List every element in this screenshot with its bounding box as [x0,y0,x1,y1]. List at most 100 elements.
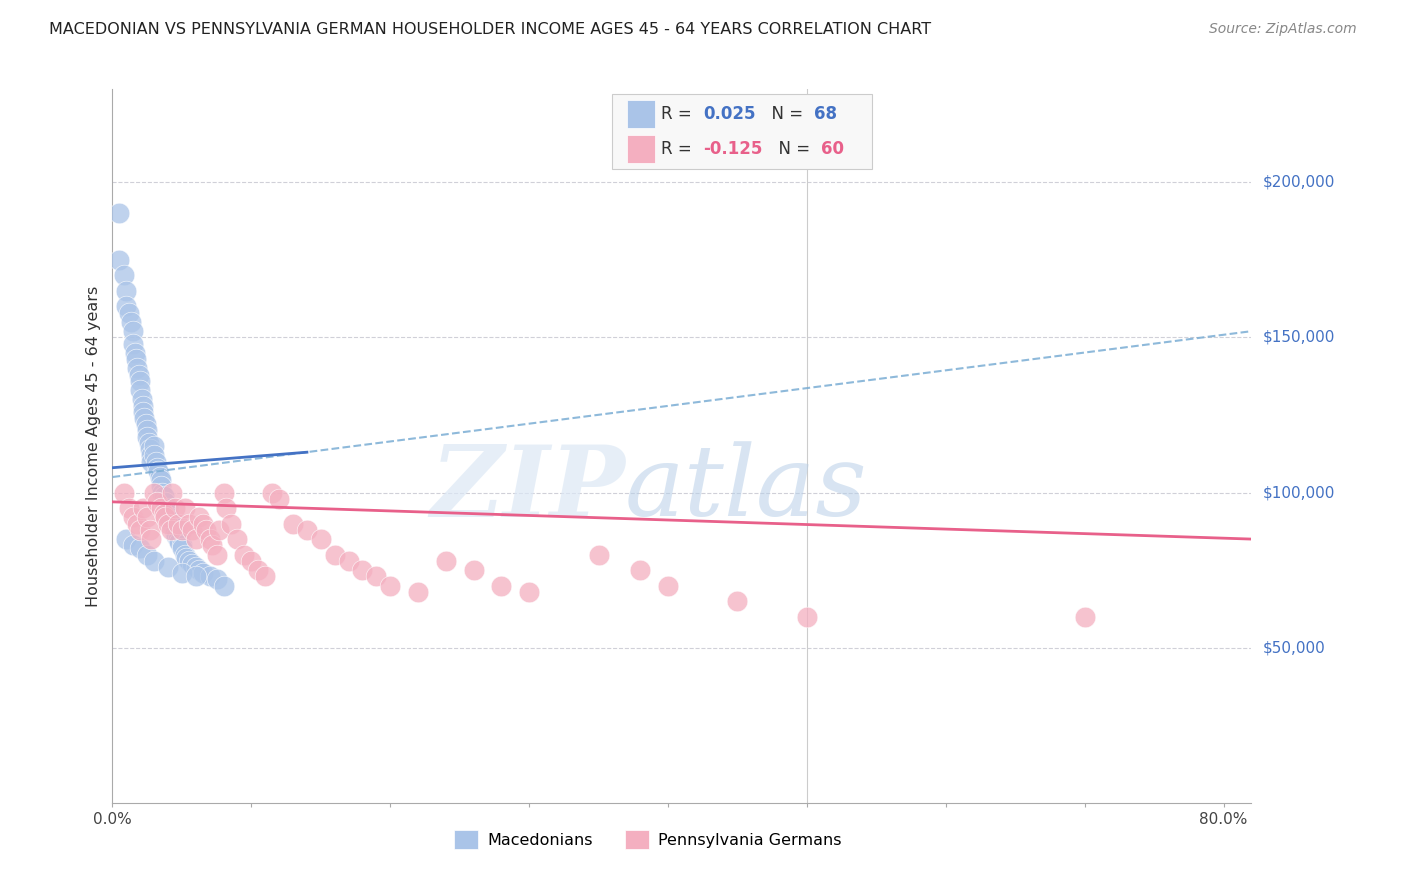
Point [157,508,180,522]
Point [588,548,610,562]
Point [146,495,169,509]
Point [323,548,346,562]
Point [129,541,152,556]
Point [155,510,177,524]
Point [205,573,228,587]
Text: Source: ZipAtlas.com: Source: ZipAtlas.com [1209,22,1357,37]
Point [352,563,374,577]
Point [194,523,217,537]
Point [127,361,149,376]
Point [141,532,163,546]
Text: ZIP: ZIP [430,441,624,537]
Point [337,554,360,568]
Point [628,563,651,577]
Point [262,485,284,500]
Point [657,579,679,593]
Point [139,442,162,456]
Point [138,436,160,450]
Text: atlas: atlas [624,442,868,536]
Point [366,569,388,583]
Point [157,501,180,516]
Text: $50,000: $50,000 [1263,640,1326,655]
Text: R =: R = [661,105,697,123]
Point [148,464,170,478]
Point [191,516,214,531]
Point [796,609,818,624]
Point [160,485,183,500]
Point [150,501,173,516]
Point [141,448,163,462]
Point [434,554,457,568]
Point [160,516,183,531]
Text: 60: 60 [821,140,844,158]
Point [124,346,146,360]
Point [170,538,193,552]
Point [187,510,209,524]
Point [247,563,270,577]
Point [150,473,173,487]
Point [132,399,155,413]
Point [269,491,291,506]
Point [170,541,193,556]
Point [132,501,155,516]
Point [134,411,156,425]
Point [295,523,318,537]
Point [162,519,184,533]
Point [115,284,138,298]
Point [132,405,155,419]
Point [118,305,141,319]
Point [122,336,145,351]
Point [159,513,181,527]
Point [406,584,429,599]
Point [380,579,402,593]
Point [215,501,238,516]
Legend: Macedonians, Pennsylvania Germans: Macedonians, Pennsylvania Germans [447,823,848,855]
Point [184,532,207,546]
Point [201,538,224,552]
Point [198,569,221,583]
Point [122,510,145,524]
Text: R =: R = [661,140,697,158]
Point [174,550,197,565]
Text: 0.025: 0.025 [703,105,755,123]
Point [129,523,152,537]
Point [159,510,180,524]
Text: N =: N = [761,105,808,123]
Point [145,454,167,468]
Point [129,383,152,397]
Point [208,523,231,537]
Point [129,374,152,388]
Point [153,508,176,522]
Point [118,501,141,516]
Point [173,501,195,516]
Point [198,532,221,546]
Point [205,548,228,562]
Point [727,594,749,608]
Point [219,516,242,531]
Text: $150,000: $150,000 [1263,330,1334,345]
Point [136,510,159,524]
Point [170,566,193,581]
Point [184,569,207,583]
Text: MACEDONIAN VS PENNSYLVANIA GERMAN HOUSEHOLDER INCOME AGES 45 - 64 YEARS CORRELAT: MACEDONIAN VS PENNSYLVANIA GERMAN HOUSEH… [49,22,931,37]
Point [212,485,235,500]
Point [226,532,249,546]
Point [146,460,169,475]
Point [165,529,187,543]
Point [184,560,207,574]
Point [281,516,304,531]
Point [163,523,186,537]
Point [212,579,235,593]
Point [166,516,188,531]
Point [180,523,202,537]
Point [254,569,277,583]
Point [122,538,145,552]
Point [163,525,186,540]
Point [517,584,540,599]
Point [143,554,166,568]
Point [177,516,200,531]
Point [150,479,173,493]
Text: $200,000: $200,000 [1263,175,1334,190]
Point [120,315,142,329]
Point [157,560,180,574]
